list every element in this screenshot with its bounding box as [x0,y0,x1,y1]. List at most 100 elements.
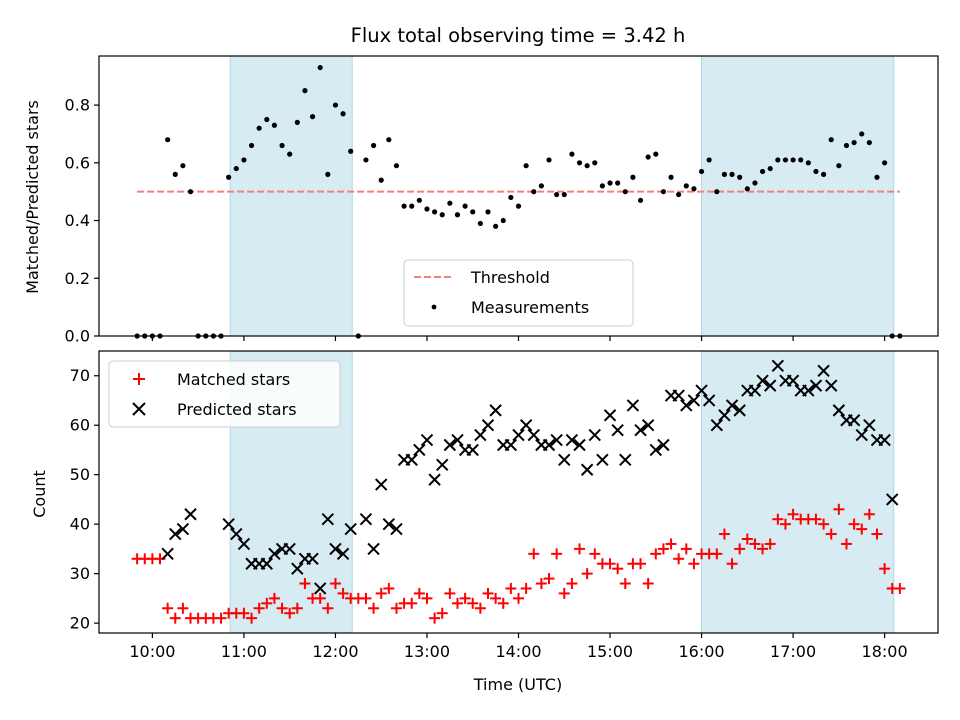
matched-star-point [566,578,578,590]
matched-star-point [764,538,776,550]
matched-star-point [459,592,471,604]
predicted-star-point [702,394,716,407]
matched-star-point [604,558,616,570]
matched-star-point [657,543,669,555]
matched-star-point [619,578,631,590]
measurement-point [500,217,506,224]
matched-star-point [612,563,624,575]
measurement-point [241,157,247,163]
predicted-star-point [558,453,571,467]
predicted-star-point [222,517,235,531]
matched-star-point [268,592,280,604]
measurement-point [660,189,667,195]
predicted-star-point [680,399,693,412]
measurement-point [302,88,308,94]
matched-star-point [360,592,372,604]
matched-star-point [680,543,692,555]
predicted-star-point [832,404,846,417]
measurement-point [363,157,369,163]
measurement-point [576,160,583,166]
measurement-point [622,189,628,195]
matched-star-point [558,587,570,599]
measurement-point [599,183,606,189]
measurement-point [630,174,636,180]
predicted-star-point [390,522,403,536]
measurement-point [447,200,453,206]
measurement-point [454,212,461,218]
measurement-point [843,142,850,149]
y-tick-label: 0.4 [65,211,90,230]
predicted-star-point [863,419,876,432]
matched-star-point [177,602,189,614]
ratio-legend: Threshold Measurements [403,259,634,327]
measurement-point [737,174,743,180]
measurement-point [782,157,789,163]
measurement-point [294,119,300,125]
matched-star-point [368,602,380,614]
measurement-point [172,171,178,177]
measurement-point [477,220,483,227]
predicted-star-point [634,423,647,437]
predicted-star-point [657,438,670,452]
predicted-star-point [802,384,815,397]
measurement-point [820,171,827,177]
matched-star-point [444,587,456,599]
predicted-stars-points [161,359,899,595]
x-tick-label: 16:00 [678,642,724,661]
predicted-star-point [230,527,243,541]
predicted-star-point [359,513,373,526]
measurement-point [226,174,232,180]
predicted-star-point [825,379,838,392]
predicted-star-point [268,547,281,561]
measurement-point [233,165,239,172]
predicted-star-point [527,428,540,442]
measurement-point [828,137,834,143]
matched-star-point [429,612,441,624]
matched-star-point [513,592,524,604]
y-tick-label: 0.0 [65,327,90,346]
matched-star-point [848,518,860,530]
predicted-star-point [291,562,304,575]
ratio-legend-box [403,259,634,327]
x-tick-label: 12:00 [312,642,358,661]
x-tick-label: 10:00 [129,642,175,661]
matched-star-point [253,602,265,614]
count-legend: Matched stars Predicted stars [108,360,341,428]
y-tick-label: 40 [70,515,90,534]
predicted-star-point [382,517,396,531]
predicted-star-point [710,419,724,432]
measurement-point [325,171,331,177]
measurement-point [744,186,750,192]
y-tick-label: 70 [70,366,90,385]
predicted-star-point [443,438,457,452]
measurement-point [180,163,186,169]
matched-legend-swatch [133,373,145,385]
predicted-star-point [573,438,586,452]
predicted-legend-swatch [132,402,146,416]
matched-star-point [291,602,303,614]
predicted-star-point [375,478,388,491]
matched-star-point [879,563,891,575]
measurement-point [607,180,613,186]
count-panel: 20 30 40 50 60 70 10:00 11:00 12:00 13:00 14:00 15… [30,350,939,694]
matched-star-point [162,602,174,614]
legend-matched-label: Matched stars [177,370,290,389]
measurement-point [691,186,697,192]
matched-star-point [818,518,830,530]
measurement-point [432,209,438,215]
predicted-star-point [260,557,274,570]
predicted-star-point [504,438,518,452]
count-legend-box [108,360,341,428]
observing-window-band [701,350,895,634]
chart-title: Flux total observing time = 3.42 h [351,24,686,47]
measurement-point [805,160,811,166]
matched-star-point [840,538,852,550]
measurement-point [546,157,552,163]
x-tick-label: 14:00 [495,642,541,661]
predicted-star-point [641,419,655,432]
matched-star-point [635,558,647,570]
measurement-point [538,183,544,189]
measurement-point [348,148,354,154]
measurement-point [378,177,384,183]
